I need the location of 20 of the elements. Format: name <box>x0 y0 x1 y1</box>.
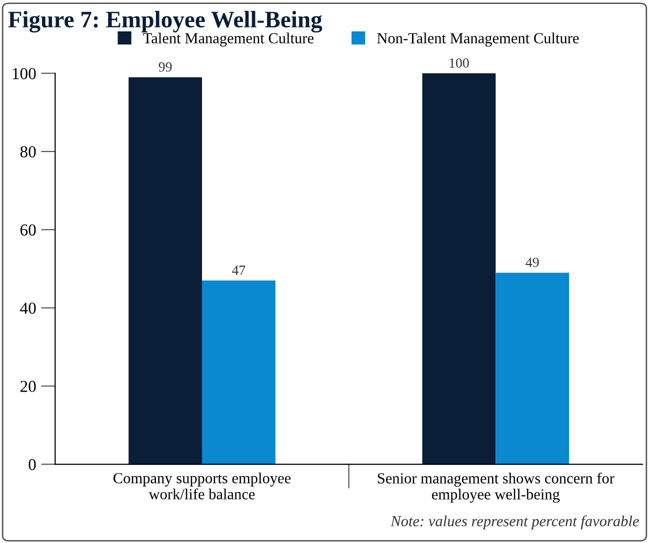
y-tick-label: 60 <box>20 224 36 236</box>
x-tick-label: Senior management shows concern for employee well-being <box>378 472 614 503</box>
data-label: 99 <box>158 62 172 72</box>
legend-label: Talent Management Culture <box>143 32 314 47</box>
y-tick-label: 80 <box>20 146 36 158</box>
data-label: 49 <box>526 258 539 268</box>
y-tick-label: 0 <box>28 458 36 470</box>
data-label: 100 <box>450 58 469 68</box>
chart-title: Figure 7: Employee Well-Being <box>8 10 322 33</box>
bar <box>496 272 570 464</box>
y-tick-label: 20 <box>20 380 36 392</box>
data-label: 47 <box>232 266 246 275</box>
y-tick-label: 100 <box>12 68 36 80</box>
bar <box>202 280 276 464</box>
y-tick-label: 40 <box>20 302 36 314</box>
legend-label: Non-Talent Management Culture <box>377 32 579 47</box>
bar <box>128 77 202 464</box>
text: Note: values represent percent favorable <box>390 515 639 530</box>
x-tick-label: Company supports employee work/life balance <box>114 472 291 500</box>
bar <box>422 73 496 464</box>
